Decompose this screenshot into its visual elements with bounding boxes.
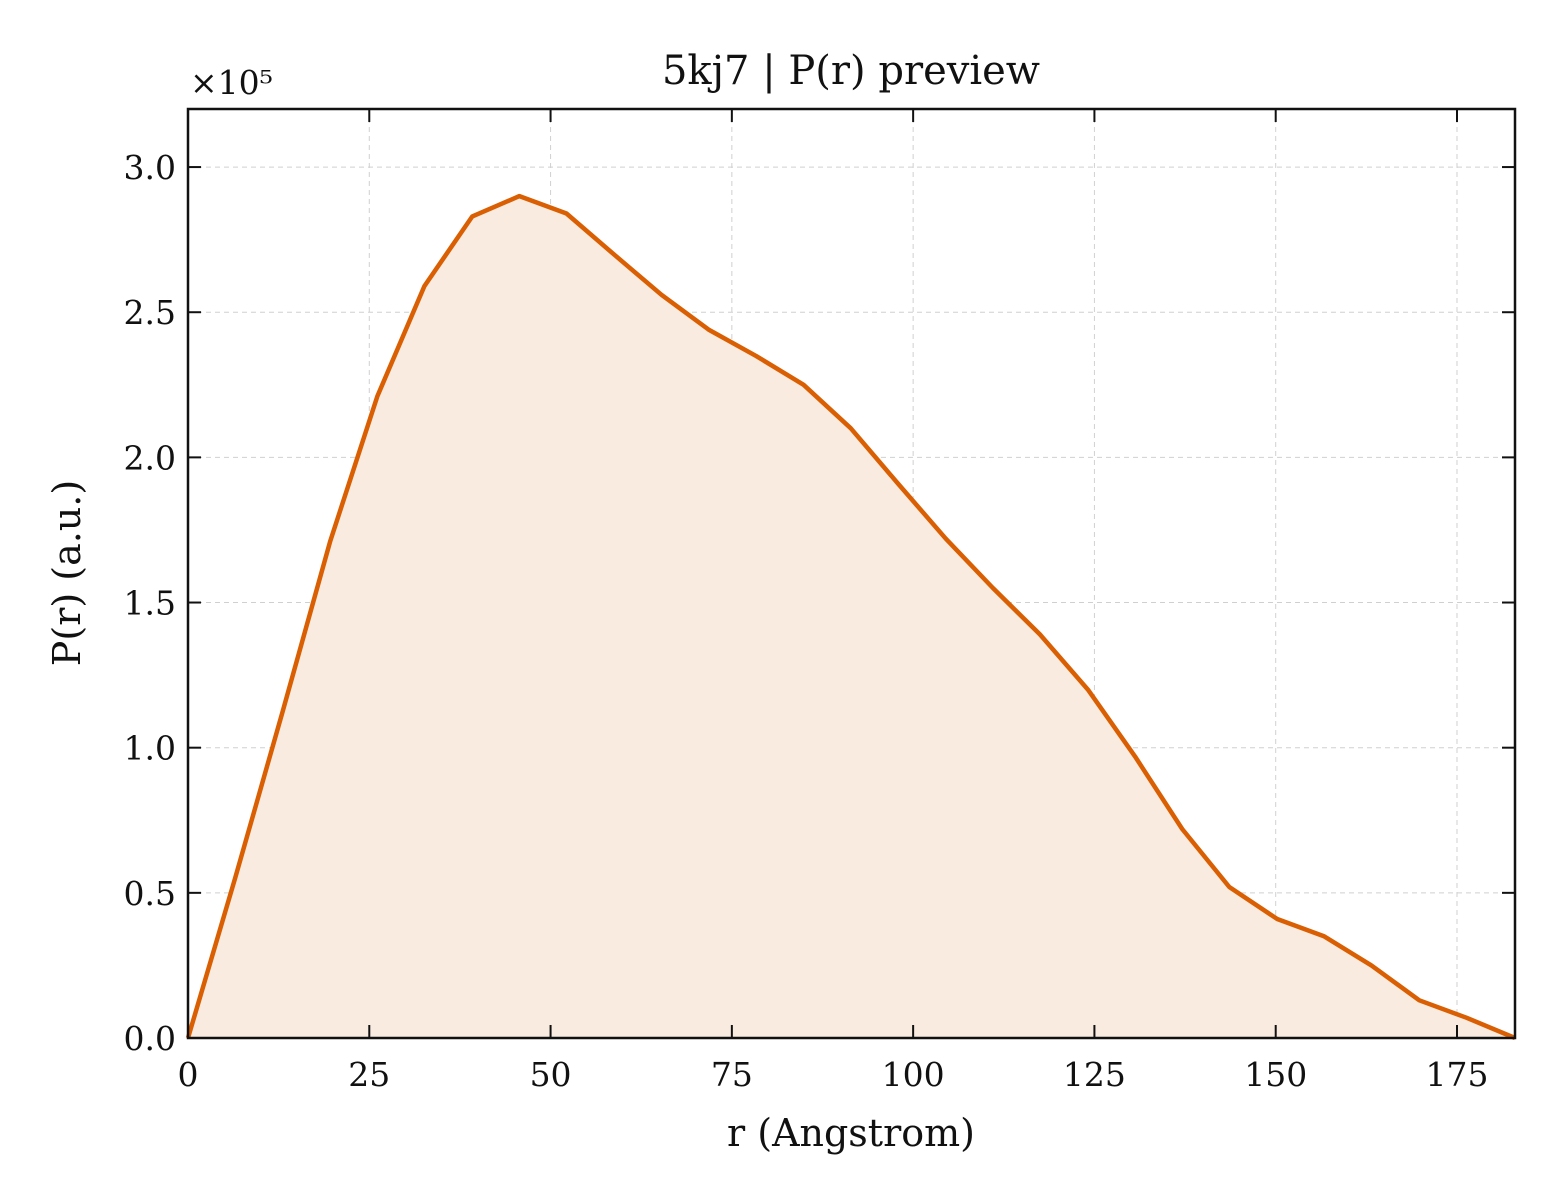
data-point [1465,1016,1468,1019]
data-point [1134,755,1136,758]
y-axis: 0.0 0.5 1.0 1.5 2.0 2.5 3.0 [124,148,1515,1058]
y-offset-label: ×10⁵ [190,63,273,102]
y-tick-label: 0.5 [124,874,176,913]
chart-title: 5kj7 | P(r) preview [662,48,1040,94]
data-point [518,195,521,197]
data-point [1087,688,1089,691]
data-points [187,195,1516,1039]
data-point [1323,935,1326,938]
data-point [612,253,615,255]
x-tick-label: 175 [1425,1055,1488,1094]
data-point [1228,886,1231,888]
y-tick-label: 1.5 [124,584,176,623]
data-point [850,427,852,430]
data-point [423,285,426,287]
plot-frame [186,107,1517,1040]
data-point [1276,918,1278,920]
x-axis: 0 25 50 75 100 125 150 175 [178,109,1488,1094]
data-point [660,294,663,296]
x-tick-label: 50 [530,1055,572,1094]
y-tick-label: 2.5 [124,293,176,332]
pr-area-fill [188,196,1515,1039]
data-point [376,395,379,398]
x-tick-label: 25 [348,1055,390,1094]
x-tick-label: 100 [882,1055,945,1094]
data-point [1418,999,1421,1002]
data-point [1039,633,1041,636]
y-tick-label: 1.0 [124,729,176,768]
data-point [945,537,947,540]
y-axis-label: P(r) (a.u.) [45,480,89,666]
data-point [281,712,284,714]
data-point [565,212,568,215]
x-tick-label: 125 [1063,1055,1126,1094]
data-point [234,877,236,880]
x-axis-label: r (Angstrom) [727,1111,975,1155]
y-tick-label: 3.0 [124,148,176,187]
data-point [471,215,474,218]
x-tick-label: 150 [1244,1055,1307,1094]
data-point [897,482,899,485]
y-tick-label: 0.0 [124,1019,176,1058]
data-point [992,587,994,589]
x-tick-label: 0 [178,1055,199,1094]
data-point [802,384,805,386]
data-point [707,328,710,331]
x-tick-label: 75 [711,1055,753,1094]
data-point [1370,964,1373,967]
data-point [755,355,757,357]
data-point [1181,828,1183,830]
y-tick-label: 2.0 [124,438,176,477]
data-point [329,540,331,543]
